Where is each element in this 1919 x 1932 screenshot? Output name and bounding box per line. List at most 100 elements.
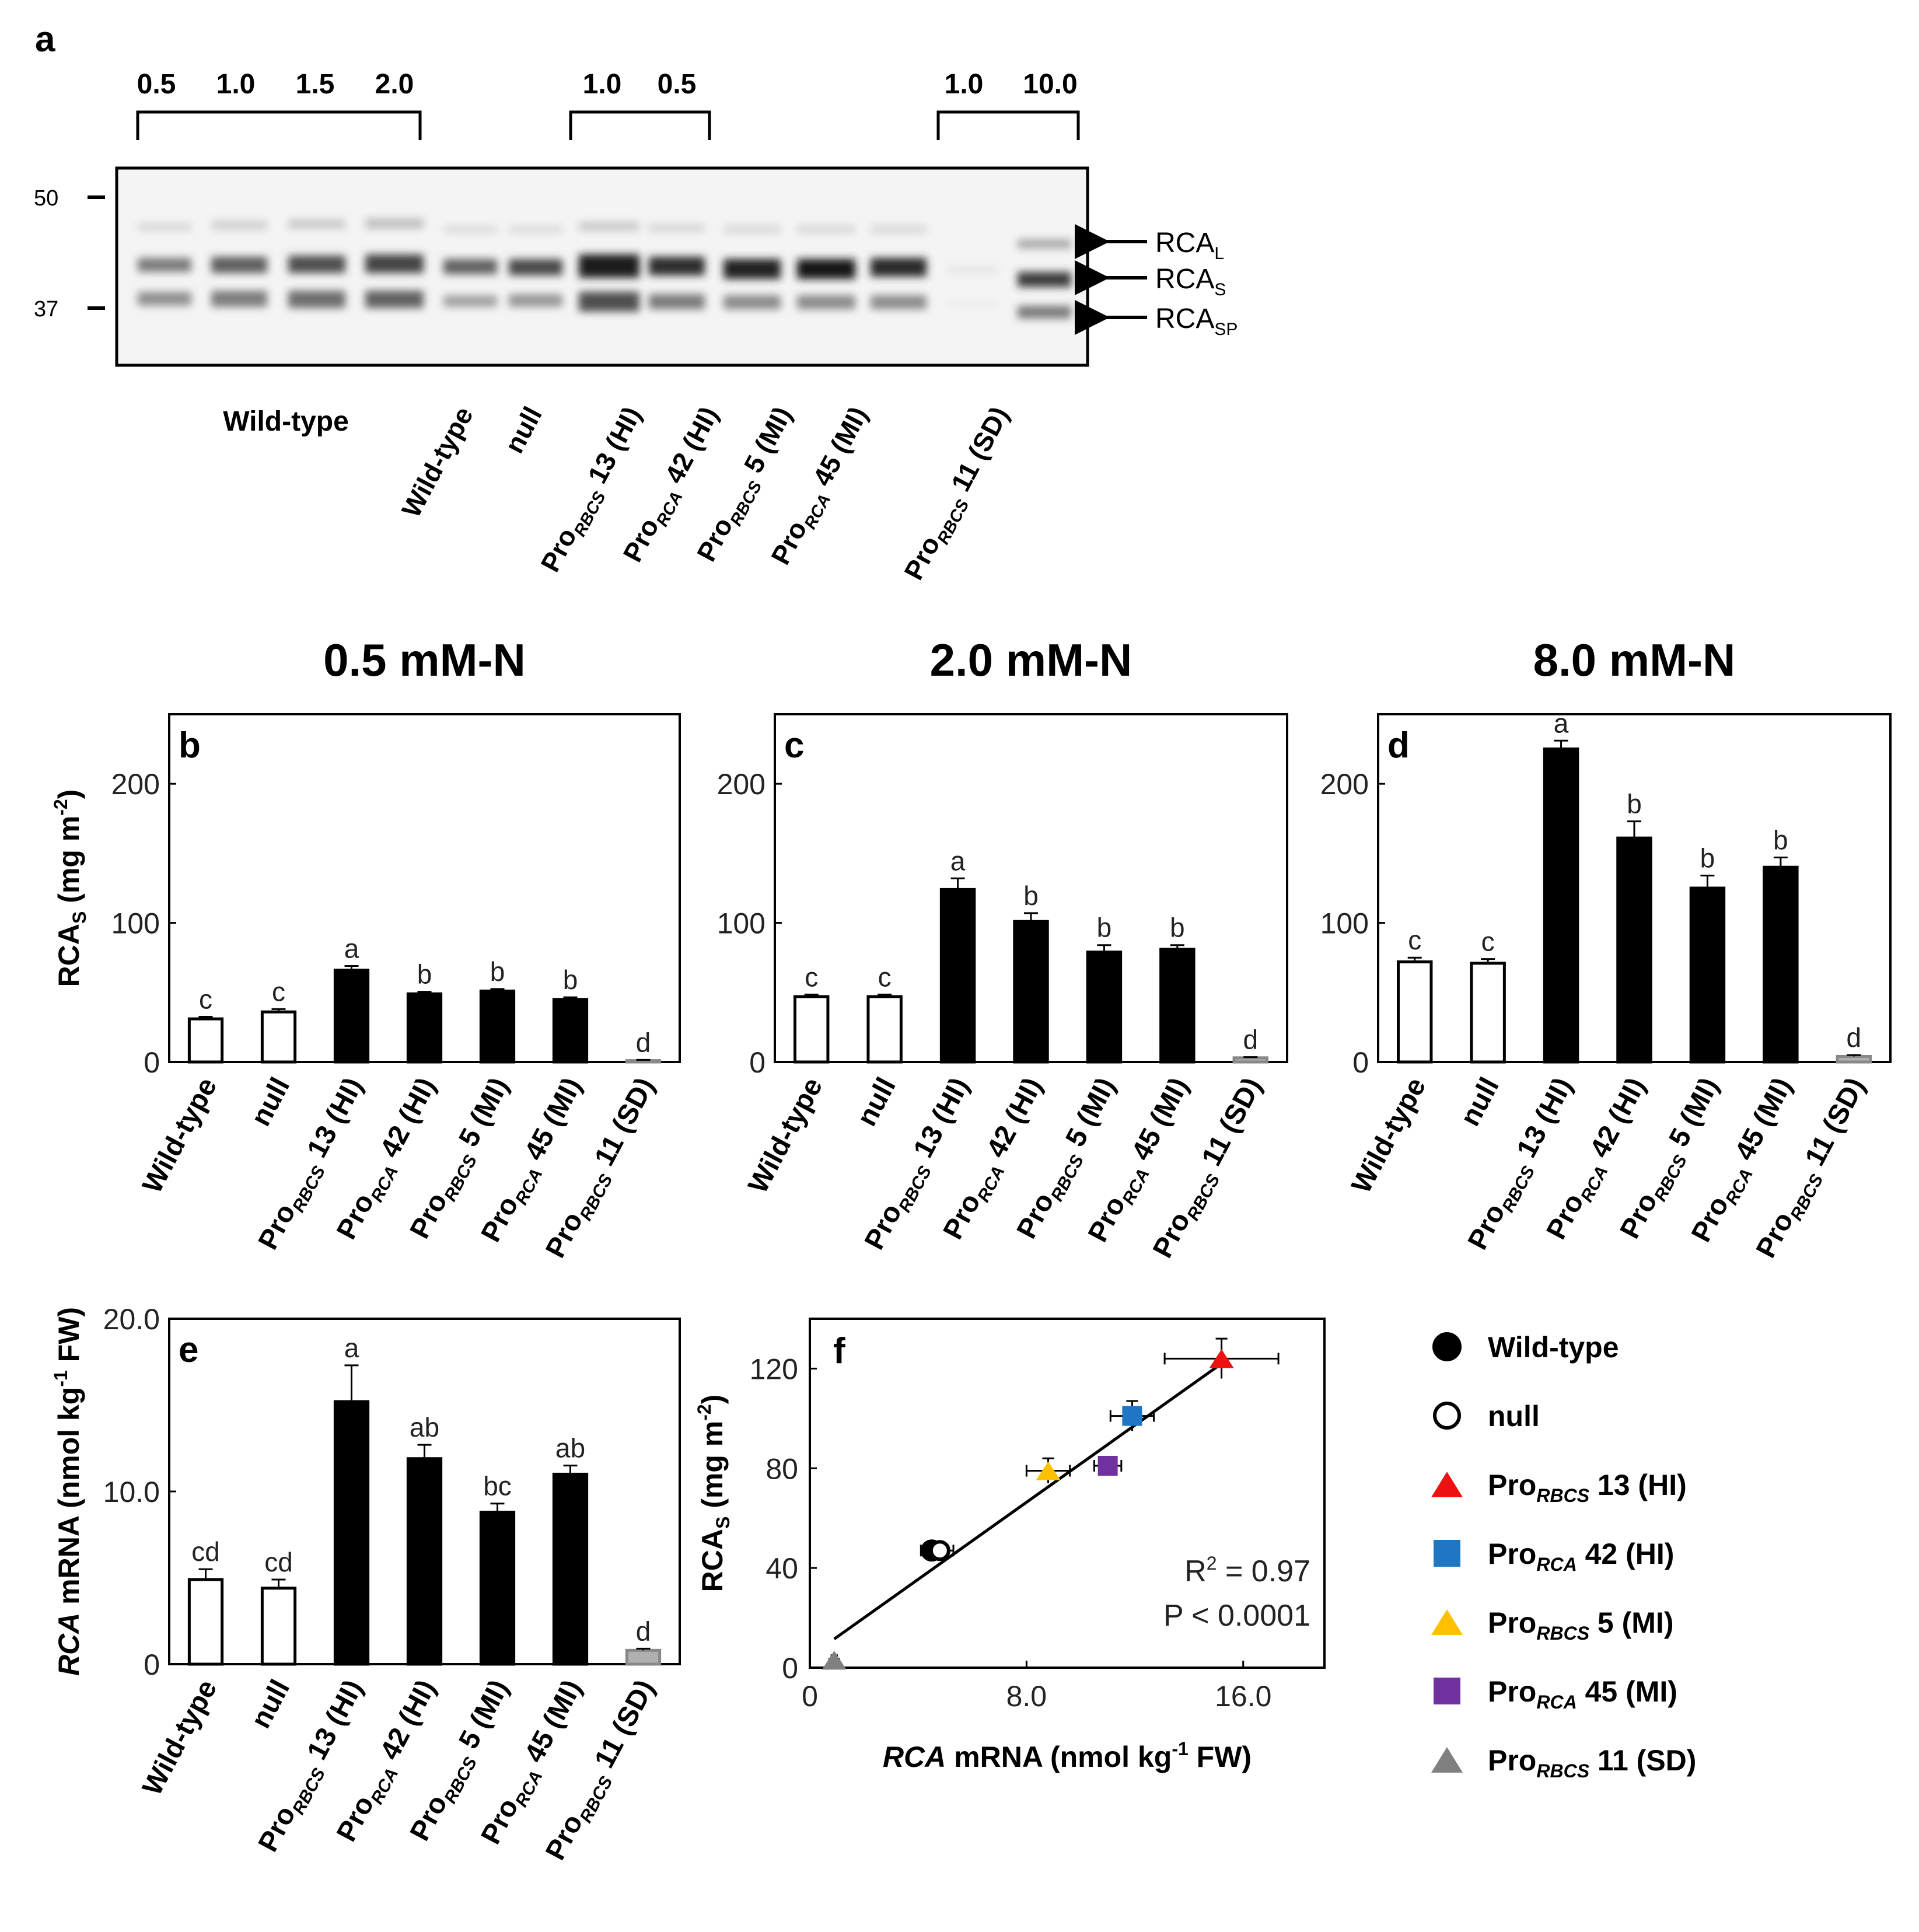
legend-label: ProRBCS 13 (HI) xyxy=(1488,1469,1687,1506)
legend-subscript: RBCS xyxy=(1536,1623,1589,1644)
bar xyxy=(793,995,830,1064)
bar xyxy=(1159,948,1196,1064)
label-main: Wild-type xyxy=(137,1072,223,1198)
label-rest: 5 (MI) xyxy=(1659,1072,1725,1158)
label-rest: 13 (HI) xyxy=(1507,1072,1578,1169)
legend-rest: 45 (MI) xyxy=(1577,1675,1677,1708)
panel-title: 2.0 mM-N xyxy=(930,634,1132,686)
bar xyxy=(625,1648,662,1666)
panel-letter: f xyxy=(833,1331,845,1371)
blot-band xyxy=(723,295,781,309)
legend-label: Wild-type xyxy=(1488,1331,1619,1364)
y-tick-label: 80 xyxy=(765,1452,798,1485)
label-main: Wild-type xyxy=(1345,1072,1432,1198)
legend-main: null xyxy=(1488,1400,1540,1433)
y-tick-label: 20.0 xyxy=(103,1303,160,1336)
y-axis-label: RCAS (mg m-2) xyxy=(50,789,90,987)
significance-letter: c xyxy=(199,984,212,1015)
label-rest: 11 (SD) xyxy=(1193,1072,1268,1178)
panel-letter: c xyxy=(784,725,804,766)
axis-label-close: ) xyxy=(53,789,85,799)
label-subscript: RBCS xyxy=(289,1163,329,1216)
category-label: null xyxy=(1455,1072,1505,1131)
label-rest: 5 (MI) xyxy=(735,401,798,484)
y-tick-label: 0 xyxy=(144,1046,160,1079)
significance-letter: a xyxy=(344,934,359,964)
label-rest: 5 (MI) xyxy=(449,1072,515,1158)
legend-main: Pro xyxy=(1488,1606,1536,1639)
significance-letter: b xyxy=(417,959,432,990)
blot-band xyxy=(579,222,639,231)
bar-panel-d: d8.0 mM-N0100200cWild-typecnullaProRBCS … xyxy=(1320,634,1892,1263)
label-rest: 11 (SD) xyxy=(942,401,1015,502)
significance-letter: ab xyxy=(410,1412,439,1442)
blot-band xyxy=(723,259,781,279)
panel-letter: e xyxy=(179,1330,198,1370)
x-tick-label: 16.0 xyxy=(1215,1680,1271,1713)
legend: Wild-type null ProRBCS 13 (HI) ProRCA 42 (H… xyxy=(1431,1331,1696,1781)
axis-label-rest: mRNA (nmol kg xyxy=(946,1741,1172,1773)
y-tick-label: 0 xyxy=(1352,1046,1369,1079)
blot-band xyxy=(1018,272,1071,287)
label-main: null xyxy=(245,1675,296,1733)
significance-letter: d xyxy=(636,1616,651,1646)
lane-label: null xyxy=(499,401,548,458)
blot-band xyxy=(443,259,497,274)
significance-letter: b xyxy=(1170,913,1185,943)
significance-letter: b xyxy=(1700,843,1715,874)
significance-letter: a xyxy=(1554,708,1569,738)
y-tick-label: 120 xyxy=(750,1353,798,1385)
label-subscript: RBCS xyxy=(934,496,973,547)
significance-letter: b xyxy=(563,965,578,995)
loading-bracket xyxy=(569,110,711,140)
legend-subscript: RCA xyxy=(1536,1692,1577,1713)
loading-label: 0.5 xyxy=(658,69,697,100)
category-label: Wild-type xyxy=(1345,1072,1432,1198)
axis-label-italic: RCA xyxy=(53,1613,85,1676)
blot-band xyxy=(138,292,191,306)
label-rest: 42 (HI) xyxy=(370,1072,442,1169)
label-subscript: RBCS xyxy=(289,1765,329,1818)
blot-band xyxy=(1018,239,1071,249)
category-label: Wild-type xyxy=(742,1072,829,1198)
band-label-rca-sp: RCASP xyxy=(1155,303,1238,339)
mw-marker-label: 50 xyxy=(34,186,58,211)
significance-letter: c xyxy=(1481,927,1495,957)
legend-marker xyxy=(1431,1609,1463,1635)
panel-a-western-blot: a 0.5 1.0 1.5 2.0 1.0 0.5 1.0 10.0 50 37 xyxy=(34,19,1238,585)
annotation-superscript: 2 xyxy=(1207,1553,1217,1574)
bar xyxy=(1232,1056,1269,1064)
blot-band xyxy=(1018,306,1071,319)
significance-letter: a xyxy=(950,846,966,876)
blot-band xyxy=(365,254,424,273)
legend-marker xyxy=(1431,1472,1463,1497)
label-rest: 42 (HI) xyxy=(370,1675,442,1772)
label-rest: 45 (MI) xyxy=(515,1675,588,1774)
y-tick-label: 40 xyxy=(765,1552,798,1585)
significance-letter: c xyxy=(1408,925,1421,955)
label-main: Wild-type xyxy=(137,1675,223,1800)
blot-band xyxy=(797,225,855,233)
blot-band xyxy=(649,224,705,232)
blot-band xyxy=(509,225,562,233)
label-main: null xyxy=(851,1072,902,1131)
bar xyxy=(1396,960,1433,1064)
loading-label: 1.5 xyxy=(296,69,335,100)
x-tick-label: 8.0 xyxy=(1006,1680,1047,1713)
bar xyxy=(1470,962,1506,1064)
blot-band xyxy=(649,257,705,275)
label-rest: 45 (MI) xyxy=(1122,1072,1194,1172)
bar xyxy=(260,1587,297,1666)
axis-label-close: ) xyxy=(696,1395,729,1405)
legend-label: ProRCA 45 (MI) xyxy=(1488,1675,1677,1713)
legend-label: ProRCA 42 (HI) xyxy=(1488,1538,1674,1575)
significance-letter: b xyxy=(1627,789,1642,819)
bar xyxy=(939,888,976,1064)
label-subscript: RBCS xyxy=(441,1754,481,1807)
legend-marker xyxy=(1432,1332,1462,1361)
blot-band xyxy=(871,258,927,277)
charts-group: b0.5 mM-N0100200cWild-typecnullaProRBCS … xyxy=(50,634,1892,1865)
significance-letter: d xyxy=(1846,1022,1861,1053)
bar xyxy=(1086,951,1123,1064)
